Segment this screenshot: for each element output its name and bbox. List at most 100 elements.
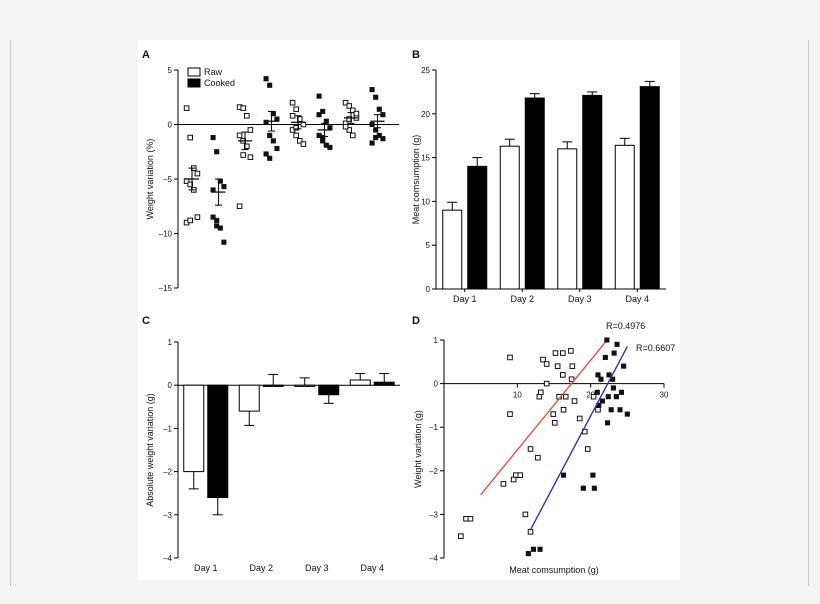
legend-label-raw: Raw bbox=[204, 67, 223, 77]
panel-d-point-cooked bbox=[530, 546, 537, 552]
panel-d-point-raw bbox=[543, 361, 550, 367]
panel-a-point bbox=[289, 99, 296, 106]
panel-d-point-raw bbox=[569, 363, 576, 369]
panel-a-point bbox=[240, 105, 247, 111]
panel-d-point-raw bbox=[584, 446, 591, 452]
panel-a-y-tick-label: 5 bbox=[168, 66, 173, 75]
panel-a-point bbox=[267, 155, 273, 161]
panel-c-y-tick-label: 1 bbox=[168, 338, 173, 347]
panel-c-bar-cooked bbox=[207, 384, 229, 499]
panel-b-y-tick-label: 0 bbox=[426, 285, 431, 294]
panel-d-point-cooked bbox=[537, 546, 543, 552]
panel-d-point-cooked bbox=[621, 363, 627, 369]
panel-d-point-cooked bbox=[590, 472, 596, 478]
panel-d-point-raw bbox=[568, 376, 575, 383]
y-axis-label: Absolute weight variation (g) bbox=[145, 393, 155, 507]
panel-a-point bbox=[373, 94, 379, 100]
panel-a-point bbox=[297, 138, 303, 144]
panel-d-point-raw bbox=[458, 533, 464, 539]
panel-d-point-cooked bbox=[591, 485, 597, 491]
panel-a-point bbox=[327, 144, 333, 150]
panel-d-y-tick-label: –2 bbox=[429, 467, 438, 476]
panel-c-bar-cooked bbox=[318, 384, 340, 396]
panel-b-bar-cooked bbox=[582, 94, 603, 290]
panel-a-point bbox=[293, 106, 299, 113]
panel-a-point bbox=[342, 99, 349, 106]
panel-d-point-cooked bbox=[604, 420, 611, 426]
panel-d-y-tick-label: –3 bbox=[429, 510, 438, 519]
panel-a-point bbox=[194, 214, 201, 220]
panel-d-point-raw bbox=[517, 472, 524, 478]
panel-d-point-cooked bbox=[617, 407, 623, 413]
panel-d-y-tick-label: –4 bbox=[429, 554, 438, 563]
panel-c-bar-cooked bbox=[262, 384, 284, 387]
panel-a-point bbox=[236, 203, 243, 210]
panel-c-x-tick-label: Day 4 bbox=[360, 563, 384, 573]
panel-c-y-tick-label: –1 bbox=[163, 424, 172, 433]
panel-a-point bbox=[353, 110, 360, 117]
panel-c-x-tick-label: Day 3 bbox=[305, 563, 329, 573]
panel-d-point-raw bbox=[527, 446, 534, 452]
panel-a-point bbox=[316, 93, 322, 99]
panel-d-y-tick-label: –1 bbox=[429, 423, 438, 432]
panel-a-point bbox=[270, 138, 276, 144]
y-axis-label: Weight variation (%) bbox=[145, 139, 155, 220]
panel-a-point bbox=[369, 121, 375, 128]
panel-d-point-cooked bbox=[610, 385, 616, 391]
panel-c-bar-raw bbox=[183, 384, 205, 473]
panel-a-point bbox=[240, 152, 247, 158]
panel-a-y-tick-label: –5 bbox=[163, 175, 172, 184]
panel-d-point-raw bbox=[560, 350, 566, 356]
panel-d-point-cooked bbox=[618, 389, 625, 395]
panel-d-point-cooked bbox=[606, 372, 612, 378]
panel-b-x-tick-label: Day 1 bbox=[453, 294, 477, 304]
panel-d-point-cooked bbox=[525, 551, 531, 557]
panel-a-point bbox=[210, 214, 216, 220]
figure-canvas: A B C D 5 0 –5 –10 –15 Weight variation (%) Raw Coo… bbox=[138, 40, 680, 580]
panel-a-point bbox=[350, 132, 356, 139]
panel-a-point bbox=[221, 184, 227, 190]
panel-d-point-cooked bbox=[614, 341, 620, 347]
panel-b-bar-raw bbox=[614, 144, 635, 290]
panel-d-point-raw bbox=[535, 454, 541, 461]
panel-c-y-tick-label: –4 bbox=[163, 554, 172, 563]
panel-d-x-tick-label: 10 bbox=[513, 391, 522, 400]
panel-d-point-cooked bbox=[560, 472, 567, 478]
panel-d-point-raw bbox=[527, 529, 534, 535]
panel-b-bar-raw bbox=[557, 148, 578, 290]
panel-d-point-cooked bbox=[611, 350, 617, 356]
panel-d-x-axis-label: Meat comsumption (g) bbox=[509, 565, 599, 575]
panel-d-r-label-cooked: R=0.6607 bbox=[636, 343, 675, 353]
panel-a-point bbox=[247, 154, 254, 161]
panel-a-point bbox=[210, 135, 216, 141]
panel-d-point-raw bbox=[540, 356, 546, 363]
panel-d-r-label-raw: R=0.4976 bbox=[606, 321, 645, 331]
panel-d-point-raw bbox=[552, 350, 559, 356]
panel-d-y-tick-label: 0 bbox=[434, 380, 439, 389]
panel-b-x-tick-label: Day 2 bbox=[510, 294, 534, 304]
panel-d-point-raw bbox=[507, 411, 513, 417]
panel-c-x-tick-label: Day 2 bbox=[249, 563, 273, 573]
panel-a-point bbox=[187, 217, 194, 224]
panel-a-point bbox=[263, 119, 269, 125]
panel-a-point bbox=[214, 149, 220, 155]
panel-a-point bbox=[380, 136, 386, 142]
panel-d-point-raw bbox=[507, 354, 513, 361]
panel-letter-a: A bbox=[142, 49, 150, 61]
panel-a-point bbox=[183, 105, 190, 111]
panel-b-bar-raw bbox=[499, 145, 520, 290]
y-axis-label: Weight variation (g) bbox=[413, 410, 423, 488]
panel-b-bar-cooked bbox=[639, 86, 660, 290]
panel-a-point bbox=[369, 140, 375, 146]
panel-b-bar-cooked bbox=[524, 97, 545, 290]
panel-c-y-tick-label: –3 bbox=[163, 511, 172, 520]
panel-d-point-raw bbox=[590, 393, 597, 400]
panel-c-y-tick-label: 0 bbox=[168, 381, 173, 390]
panel-a-point bbox=[263, 151, 269, 157]
panel-a-point bbox=[320, 135, 326, 141]
panel-d-point-cooked bbox=[624, 411, 630, 417]
legend-swatch-cooked bbox=[187, 78, 201, 88]
panel-d-fit-line-raw bbox=[480, 341, 606, 496]
panel-d-y-tick-label: 1 bbox=[434, 336, 439, 345]
